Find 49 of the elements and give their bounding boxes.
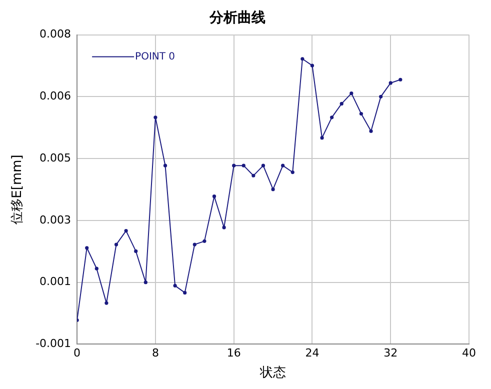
point — [192, 242, 196, 246]
x-tick-label: 0 — [74, 346, 81, 360]
point — [173, 284, 177, 288]
point — [320, 136, 324, 140]
point — [281, 164, 285, 168]
point — [300, 57, 304, 61]
y-tick-label: 0.005 — [40, 151, 72, 164]
point — [232, 164, 236, 168]
point — [163, 164, 168, 168]
point — [310, 64, 314, 68]
y-tick-label: 0.003 — [40, 213, 72, 226]
x-tick-label: 8 — [152, 346, 159, 360]
point — [261, 164, 266, 168]
point — [350, 92, 354, 96]
y-tick-label: -0.001 — [36, 337, 72, 350]
y-axis-title: 位移E[mm] — [10, 154, 26, 224]
point — [114, 242, 118, 246]
x-axis-title: 状态 — [259, 366, 286, 381]
point — [290, 170, 294, 174]
point — [94, 266, 98, 270]
point — [359, 112, 364, 116]
y-tick-label: 0.001 — [40, 275, 72, 288]
point — [398, 78, 402, 82]
point — [134, 249, 138, 254]
point — [124, 229, 128, 233]
point — [183, 290, 187, 294]
y-tick-label: 0.006 — [40, 90, 72, 103]
x-tick-label: 16 — [226, 346, 241, 360]
x-tick-label: 40 — [462, 346, 476, 360]
point — [144, 280, 148, 284]
point — [154, 116, 158, 120]
legend-label: POINT 0 — [135, 51, 176, 62]
point — [271, 188, 275, 192]
point — [85, 246, 89, 250]
point — [202, 239, 206, 243]
x-tick-label: 24 — [305, 346, 320, 360]
point — [369, 129, 373, 133]
x-tick-label: 32 — [384, 346, 398, 360]
point — [222, 226, 226, 230]
y-tick-label: 0.008 — [40, 28, 72, 41]
chart-title: 分析曲线 — [208, 10, 266, 26]
point — [242, 164, 246, 168]
point — [330, 116, 334, 120]
point — [212, 194, 216, 198]
point — [379, 94, 383, 98]
point — [388, 81, 392, 85]
point — [252, 174, 256, 178]
point — [104, 301, 108, 305]
point — [340, 102, 344, 106]
